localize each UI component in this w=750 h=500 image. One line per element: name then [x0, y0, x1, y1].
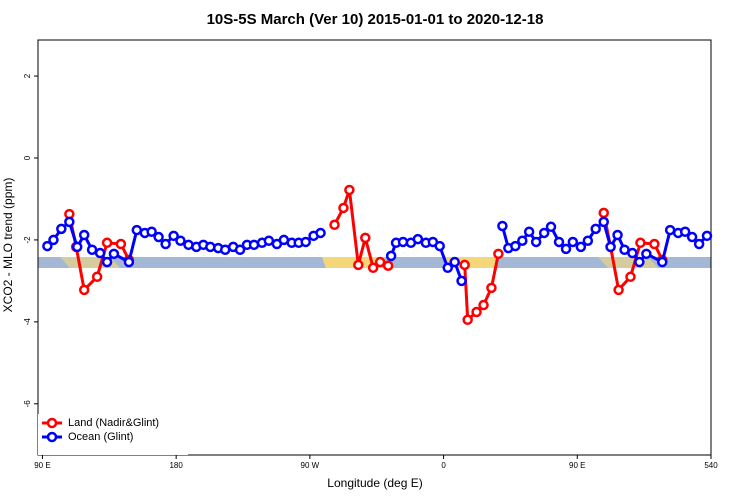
point: [108, 248, 120, 260]
point: [625, 271, 636, 283]
point: [635, 237, 646, 249]
point: [590, 223, 601, 235]
series-line: [67, 189, 664, 323]
point: [42, 240, 53, 252]
point: [353, 259, 364, 271]
y-tick-label: 0: [23, 155, 32, 160]
point: [634, 256, 645, 268]
point: [91, 271, 103, 283]
x-tick-label: 180: [169, 461, 183, 470]
point: [300, 236, 311, 248]
point: [530, 236, 542, 248]
point: [101, 256, 113, 268]
point: [78, 229, 90, 241]
x-axis-label: Longitude (deg E): [327, 476, 422, 490]
y-axis-label: XCO2 - MLO trend (ppm): [1, 178, 15, 313]
point: [657, 256, 668, 268]
point: [456, 275, 467, 287]
point: [115, 238, 127, 250]
legend-marker: [46, 431, 58, 443]
point: [613, 284, 624, 296]
point: [160, 238, 171, 250]
legend-marker: [46, 417, 58, 429]
point: [442, 262, 453, 274]
point: [627, 247, 638, 259]
x-tick-label: 90 E: [569, 461, 585, 470]
legend-label: Land (Nadir&Glint): [68, 417, 159, 429]
point: [605, 241, 616, 253]
y-tick-label: -6: [23, 400, 32, 408]
point: [560, 243, 572, 255]
point: [686, 231, 698, 243]
legend-label: Ocean (Glint): [68, 431, 133, 443]
point: [78, 284, 90, 296]
point: [101, 237, 113, 249]
legend-box: [38, 414, 188, 455]
point: [679, 226, 691, 237]
point: [64, 216, 75, 228]
point: [315, 227, 326, 239]
point: [175, 235, 186, 246]
y-tick-label: -4: [23, 318, 32, 326]
point: [94, 247, 106, 259]
point: [168, 230, 179, 242]
point: [523, 226, 535, 237]
point: [598, 207, 609, 219]
point: [344, 184, 355, 196]
x-tick-label: 0: [441, 461, 446, 470]
chart-title: 10S-5S March (Ver 10) 2015-01-01 to 2020…: [207, 11, 544, 28]
point: [462, 314, 473, 326]
point: [553, 236, 565, 248]
point: [56, 223, 67, 235]
point: [412, 233, 424, 245]
point: [338, 202, 349, 214]
point: [449, 256, 460, 268]
point: [598, 216, 609, 228]
point: [510, 240, 521, 252]
point: [545, 221, 557, 233]
point: [71, 241, 83, 253]
point: [701, 230, 713, 242]
point: [234, 244, 246, 256]
point: [567, 236, 579, 248]
point: [538, 227, 550, 239]
point: [641, 248, 652, 260]
point: [486, 282, 497, 294]
point: [493, 248, 504, 260]
plot-frame: [37, 39, 712, 456]
land-strip: [598, 257, 658, 268]
point: [582, 235, 594, 246]
y-tick-label: 2: [23, 73, 32, 78]
point: [374, 256, 386, 268]
point: [459, 259, 470, 271]
legend: Land (Nadir&Glint) Ocean (Glint): [38, 414, 188, 455]
point: [367, 262, 379, 274]
point: [360, 232, 371, 244]
point: [471, 306, 482, 318]
point: [575, 241, 587, 253]
point: [329, 219, 340, 231]
point: [434, 240, 445, 252]
x-tick-label: 90 W: [301, 461, 320, 470]
x-tick-label: 90 E: [34, 461, 50, 470]
point: [478, 299, 489, 311]
point: [146, 226, 157, 237]
point: [248, 239, 260, 251]
x-tick-label: 540: [704, 461, 718, 470]
point: [123, 256, 135, 268]
point: [612, 229, 623, 241]
point: [48, 234, 59, 246]
point: [517, 235, 528, 246]
y-tick-label: -2: [23, 236, 32, 244]
point: [497, 220, 508, 232]
point: [382, 260, 394, 271]
point: [693, 238, 705, 250]
point: [385, 250, 397, 262]
point: [649, 238, 660, 250]
point: [153, 231, 164, 243]
